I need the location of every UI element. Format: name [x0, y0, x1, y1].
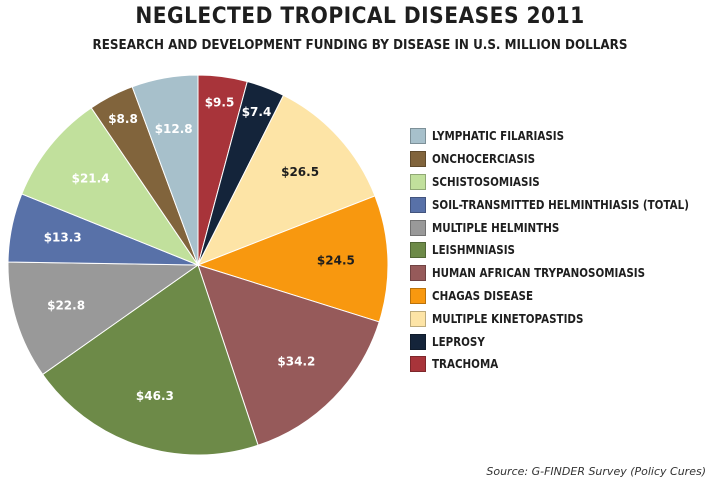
- legend-label: CHAGAS DISEASE: [432, 288, 534, 303]
- legend-label: LEISHMNIASIS: [432, 243, 515, 258]
- slice-value-label: $46.3: [136, 389, 174, 403]
- legend-swatch: [410, 196, 426, 213]
- legend-swatch: [410, 356, 426, 373]
- pie-slice: [131, 74, 199, 266]
- pie-slice: [196, 195, 389, 323]
- source-note: Source: G-FINDER Survey (Policy Cures): [486, 465, 706, 478]
- legend-swatch: [410, 151, 426, 168]
- slice-value-label: $9.5: [205, 95, 235, 109]
- legend-item: MULTIPLE KINETOPASTIDS: [410, 307, 718, 330]
- pie-slice: [196, 94, 376, 266]
- slice-value-label: $21.4: [72, 171, 110, 185]
- legend-label: HUMAN AFRICAN TRYPANOSOMIASIS: [432, 266, 646, 281]
- slice-value-label: $8.8: [108, 112, 138, 126]
- legend-item: MULTIPLE HELMINTHS: [410, 216, 718, 239]
- pie-slice: [21, 107, 200, 267]
- legend-label: SCHISTOSOMIASIS: [432, 174, 540, 189]
- legend-item: LEISHMNIASIS: [410, 239, 718, 262]
- legend-swatch: [410, 333, 426, 350]
- legend-item: SOIL-TRANSMITTED HELMINTHIASIS (TOTAL): [410, 193, 718, 216]
- legend-swatch: [410, 265, 426, 282]
- chart-title: NEGLECTED TROPICAL DISEASES 2011: [135, 4, 585, 29]
- slice-value-label: $22.8: [47, 299, 85, 313]
- legend-item: HUMAN AFRICAN TRYPANOSOMIASIS: [410, 262, 718, 285]
- legend-label: MULTIPLE KINETOPASTIDS: [432, 311, 584, 326]
- legend-item: TRACHOMA: [410, 353, 718, 376]
- legend-swatch: [410, 242, 426, 259]
- legend-swatch: [410, 287, 426, 304]
- legend-label: MULTIPLE HELMINTHS: [432, 220, 560, 235]
- pie-slice: [7, 261, 200, 376]
- legend: LYMPHATIC FILARIASIS ONCHOCERCIASIS SCHIST…: [410, 125, 718, 376]
- slice-value-label: $12.8: [155, 122, 193, 136]
- slice-value-label: $13.3: [44, 231, 82, 245]
- legend-swatch: [410, 310, 426, 327]
- legend-item: LYMPHATIC FILARIASIS: [410, 125, 718, 148]
- legend-item: CHAGAS DISEASE: [410, 285, 718, 308]
- legend-swatch: [410, 173, 426, 190]
- slice-value-label: $24.5: [317, 253, 355, 267]
- pie-slice: [41, 264, 259, 456]
- legend-label: TRACHOMA: [432, 357, 499, 372]
- legend-item: SCHISTOSOMIASIS: [410, 171, 718, 194]
- legend-swatch: [410, 219, 426, 236]
- slice-value-label: $26.5: [281, 165, 319, 179]
- legend-label: SOIL-TRANSMITTED HELMINTHIASIS (TOTAL): [432, 197, 689, 212]
- legend-swatch: [410, 128, 426, 145]
- chart-subtitle: RESEARCH AND DEVELOPMENT FUNDING BY DISE…: [92, 38, 628, 53]
- legend-label: LYMPHATIC FILARIASIS: [432, 129, 565, 144]
- slice-value-label: $7.4: [242, 105, 272, 119]
- slice-value-label: $34.2: [277, 355, 315, 369]
- legend-item: ONCHOCERCIASIS: [410, 148, 718, 171]
- legend-label: ONCHOCERCIASIS: [432, 152, 536, 167]
- legend-label: LEPROSY: [432, 334, 485, 349]
- legend-item: LEPROSY: [410, 330, 718, 353]
